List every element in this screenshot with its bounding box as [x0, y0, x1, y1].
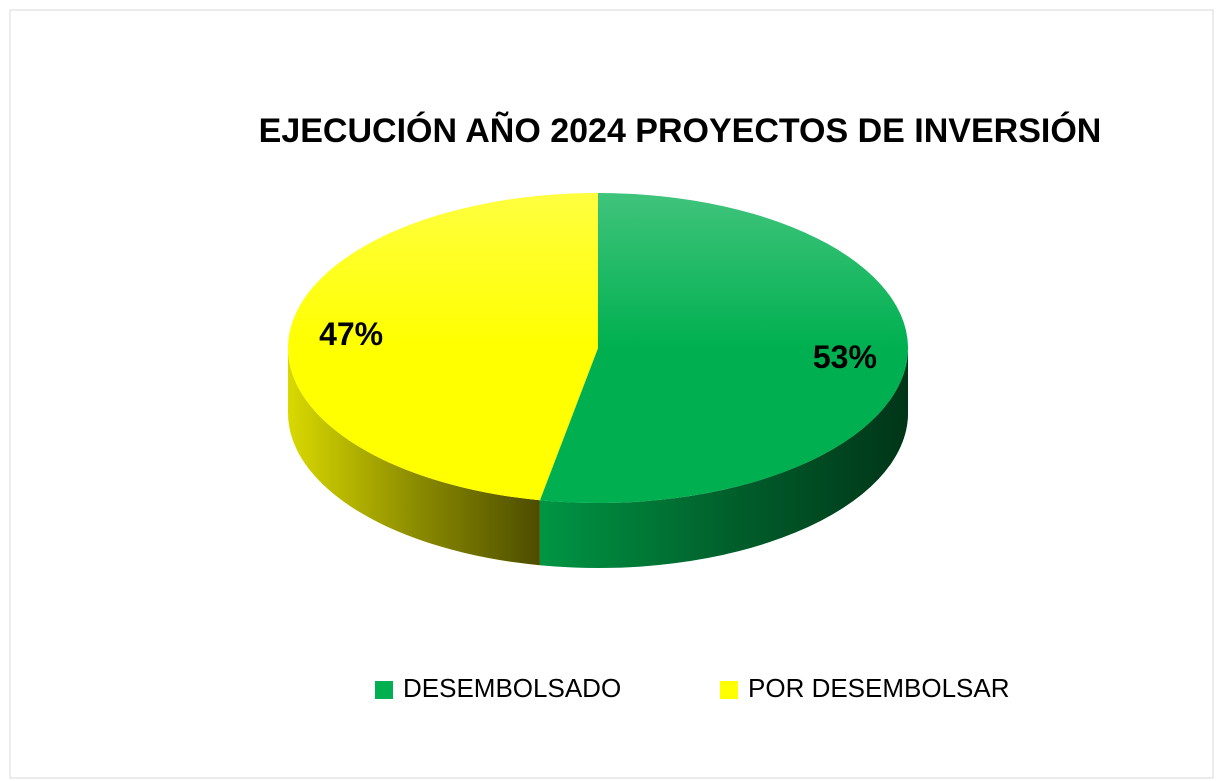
- chart-title: EJECUCIÓN AÑO 2024 PROYECTOS DE INVERSIÓ…: [259, 112, 1102, 150]
- slice-side-shade: [287, 348, 540, 566]
- data-label: 47%: [319, 316, 383, 352]
- slice-side-shade: [539, 348, 908, 568]
- slice-shine: [288, 193, 598, 501]
- legend-label: POR DESEMBOLSAR: [748, 673, 1010, 703]
- legend-swatch: [375, 681, 393, 699]
- data-label: 53%: [813, 339, 877, 375]
- legend-label: DESEMBOLSADO: [403, 673, 621, 703]
- slice-shine: [539, 192, 908, 503]
- legend-swatch: [720, 681, 738, 699]
